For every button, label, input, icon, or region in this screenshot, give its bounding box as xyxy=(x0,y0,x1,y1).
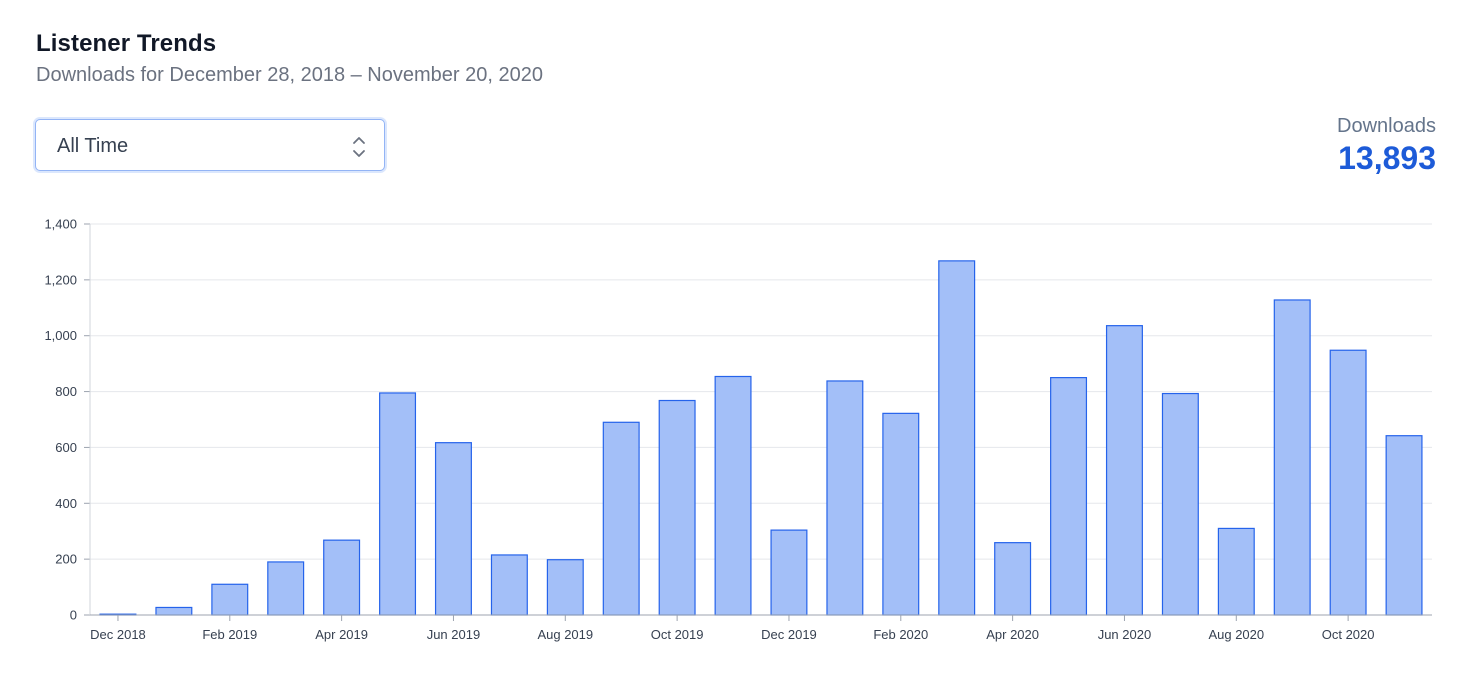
x-tick-label: Oct 2020 xyxy=(1322,627,1375,642)
x-tick-label: Feb 2019 xyxy=(202,627,257,642)
x-tick-label: Dec 2018 xyxy=(90,627,146,642)
bar xyxy=(490,554,528,616)
chevron-up-down-icon xyxy=(353,137,365,157)
bar xyxy=(1217,527,1255,616)
x-tick-label: Oct 2019 xyxy=(651,627,704,642)
bar xyxy=(1273,299,1311,616)
x-tick-label: Apr 2020 xyxy=(986,627,1039,642)
time-range-select[interactable]: All Time xyxy=(35,119,385,171)
bar xyxy=(434,442,472,616)
downloads-total: 13,893 xyxy=(1338,140,1436,176)
axes xyxy=(89,224,1432,616)
bar xyxy=(1385,435,1423,616)
bar xyxy=(994,542,1032,616)
bar xyxy=(546,559,584,616)
x-tick-label: Feb 2020 xyxy=(873,627,928,642)
bar xyxy=(882,412,920,616)
bar xyxy=(658,399,696,616)
bar xyxy=(714,375,752,616)
bar xyxy=(770,529,808,616)
x-axis-ticks: Dec 2018 Feb 2019 Apr 2019 Jun 2019 Aug 2019… xyxy=(90,615,1375,642)
bar xyxy=(155,606,193,616)
bar xyxy=(267,561,305,616)
bar xyxy=(602,421,640,616)
chart-title: Listener Trends xyxy=(36,30,217,57)
date-range-subtitle: Downloads for December 28, 2018 – Novemb… xyxy=(36,64,543,86)
bar xyxy=(1161,392,1199,616)
time-range-value: All Time xyxy=(57,135,129,157)
x-tick-label: Dec 2019 xyxy=(761,627,817,642)
y-tick-label: 1,000 xyxy=(44,328,77,343)
downloads-label: Downloads xyxy=(1337,115,1436,137)
bar xyxy=(379,392,417,616)
y-tick-label: 1,200 xyxy=(44,272,77,287)
x-tick-label: Apr 2019 xyxy=(315,627,368,642)
bar xyxy=(1329,349,1367,616)
bar xyxy=(826,380,864,616)
x-tick-label: Aug 2020 xyxy=(1208,627,1264,642)
y-tick-label: 200 xyxy=(55,552,77,567)
bar xyxy=(1105,325,1143,616)
bar xyxy=(938,260,976,616)
x-tick-label: Jun 2020 xyxy=(1098,627,1152,642)
y-tick-label: 1,400 xyxy=(44,217,77,232)
bar xyxy=(323,539,361,616)
x-tick-label: Aug 2019 xyxy=(537,627,593,642)
x-tick-label: Jun 2019 xyxy=(427,627,481,642)
y-tick-label: 0 xyxy=(70,608,77,623)
y-tick-label: 400 xyxy=(55,496,77,511)
y-tick-label: 600 xyxy=(55,440,77,455)
bar xyxy=(1050,377,1088,616)
y-tick-label: 800 xyxy=(55,384,77,399)
y-axis-ticks: 0 200 400 600 800 1,000 1,200 1,400 xyxy=(44,217,90,623)
bar xyxy=(211,583,249,616)
bars xyxy=(99,260,1423,616)
